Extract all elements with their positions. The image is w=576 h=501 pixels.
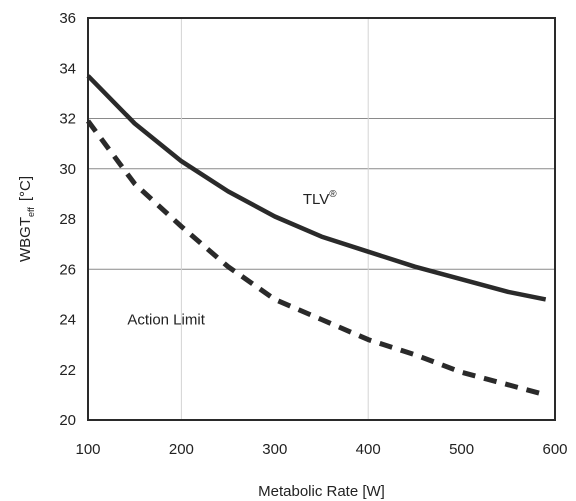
y-tick-label: 24 xyxy=(59,312,76,329)
y-tick-label: 20 xyxy=(59,412,76,429)
y-axis-label-sub: eff xyxy=(26,207,36,217)
plot-frame xyxy=(87,17,556,421)
series-lines xyxy=(85,74,547,398)
grid-lines xyxy=(88,18,555,420)
series-line-tlv xyxy=(86,74,547,302)
x-tick-label: 200 xyxy=(169,441,194,458)
annotation-tlv: TLV® xyxy=(303,189,337,208)
annotation-tlv-text: TLV xyxy=(303,191,329,208)
y-tick-label: 34 xyxy=(59,60,76,77)
x-tick-labels: 100 200 300 400 500 600 xyxy=(75,441,567,458)
x-tick-label: 100 xyxy=(75,441,100,458)
y-tick-label: 32 xyxy=(59,111,76,128)
y-axis-label-unit: [°C] xyxy=(17,176,34,201)
y-tick-label: 28 xyxy=(59,211,76,228)
x-axis-label: Metabolic Rate [W] xyxy=(258,483,385,500)
x-tick-label: 400 xyxy=(356,441,381,458)
y-tick-label: 26 xyxy=(59,261,76,278)
y-tick-label: 30 xyxy=(59,161,76,178)
y-tick-labels: 20 22 24 26 28 30 32 34 36 xyxy=(59,10,76,429)
y-tick-label: 36 xyxy=(59,10,76,27)
x-tick-label: 500 xyxy=(449,441,474,458)
x-tick-label: 600 xyxy=(542,441,567,458)
y-tick-label: 22 xyxy=(59,362,76,379)
y-axis-label-main: WBGT xyxy=(17,217,34,262)
annotation-tlv-superscript: ® xyxy=(329,189,337,200)
y-axis-label: WBGTeff [°C] xyxy=(17,176,36,262)
x-tick-label: 300 xyxy=(262,441,287,458)
annotation-action-limit: Action Limit xyxy=(127,312,205,329)
series-line-action-limit xyxy=(85,119,547,398)
